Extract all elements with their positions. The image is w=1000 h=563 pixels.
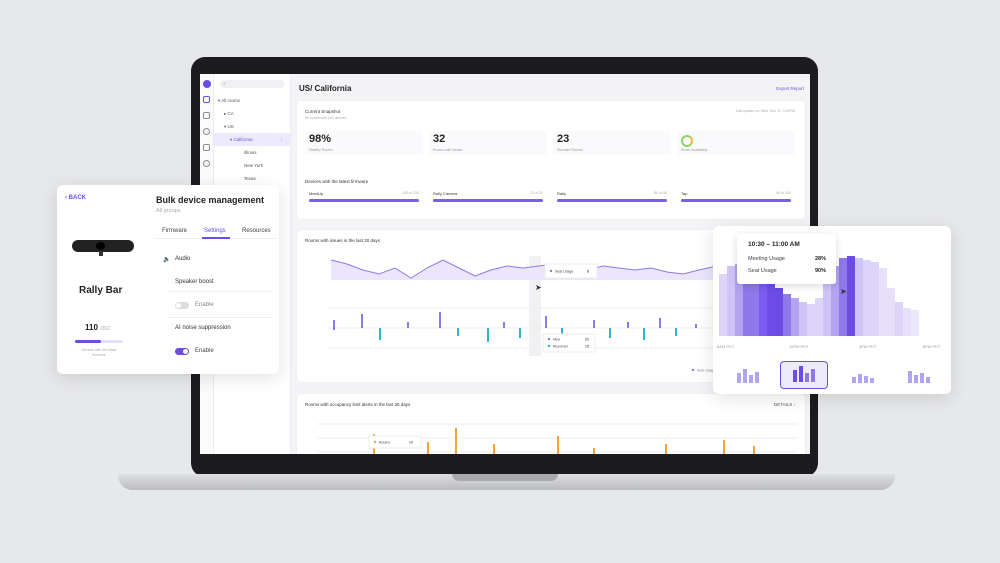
- usage-popup: ➤ 8AM PDT 12PM PDT 4PM PDT 8PM PDT 10:30…: [713, 226, 951, 394]
- laptop-base-notch: [452, 474, 558, 481]
- details-link[interactable]: DETAILS ›: [773, 402, 795, 407]
- ai-noise-toggle[interactable]: [175, 348, 189, 355]
- occupancy-bars: [373, 428, 755, 454]
- issues-chart-title: Rooms with issues in the last 30 days: [305, 238, 381, 243]
- cloud-icon[interactable]: [203, 128, 210, 135]
- device-tap[interactable]: Tap 90 of 100: [681, 191, 791, 205]
- usage-area: [719, 256, 919, 336]
- active-tab-indicator: [202, 237, 230, 239]
- tree-item-california[interactable]: ▾ California ⋮: [214, 133, 290, 146]
- device-rally-camera[interactable]: Rally Camera 21 of 30: [433, 191, 543, 205]
- home-icon[interactable]: [203, 96, 210, 103]
- firmware-count: 110 /202: [85, 323, 110, 332]
- seat-usage-value: 90%: [814, 268, 826, 274]
- x-tick-8am: 8AM PDT: [717, 344, 735, 349]
- tree-search-input[interactable]: ⌕: [220, 80, 284, 88]
- book-icon[interactable]: [203, 112, 210, 119]
- snapshot-title: Current Snapshot: [305, 109, 341, 114]
- speaker-boost-toggle[interactable]: [175, 302, 189, 309]
- tree-item-texas[interactable]: Texas: [244, 176, 256, 181]
- more-icon[interactable]: ⋮: [279, 137, 285, 142]
- tooltip-time-range: 10:30 – 11:00 AM: [748, 241, 800, 248]
- app-screen: ⌕ ▾ All rooms ▸ CA ▾ US ▾ California ⋮ I…: [200, 74, 810, 454]
- occupancy-tooltip-value: 10: [409, 441, 413, 445]
- tree-item-illinois[interactable]: Illinois: [244, 150, 257, 155]
- x-tick-4pm: 4PM PDT: [859, 344, 877, 349]
- speaker-boost-label: Speaker boost: [175, 279, 214, 285]
- panel-title: Bulk device management: [156, 195, 265, 205]
- tree-item-new-york[interactable]: New York: [244, 163, 264, 168]
- occupancy-chart-title: Rooms with occupancy limit alerts in the…: [305, 402, 411, 407]
- usage-thumbnail-2[interactable]: [780, 361, 828, 389]
- cursor-icon: ➤: [840, 287, 847, 296]
- issues-legend: Seat Usage: [697, 369, 715, 373]
- issue-bars: [333, 312, 697, 342]
- back-button[interactable]: ‹ BACK: [65, 195, 86, 201]
- device-rally[interactable]: Rally 80 of 90: [557, 191, 667, 205]
- usage-thumbnail-3[interactable]: [838, 361, 886, 389]
- tab-firmware[interactable]: Firmware: [162, 228, 187, 234]
- tooltip-resolved-value: 15: [585, 345, 589, 349]
- ai-noise-toggle-label: Enable: [195, 348, 214, 354]
- firmware-progress-bar: [75, 340, 123, 343]
- ai-noise-label: AI noise suppression: [175, 325, 231, 331]
- seat-usage-label: Seat Usage: [748, 268, 777, 274]
- occupancy-chart-card: Rooms with occupancy limit alerts in the…: [297, 394, 805, 454]
- snapshot-card: Current Snapshot 50 rooms with 200 devic…: [297, 101, 805, 219]
- gear-icon[interactable]: [203, 160, 210, 167]
- export-report-link[interactable]: Export Report: [776, 86, 804, 91]
- usage-chart[interactable]: ➤ 8AM PDT 12PM PDT 4PM PDT 8PM PDT: [713, 226, 951, 394]
- meeting-usage-label: Meeting Usage: [748, 256, 785, 262]
- occupancy-tooltip-label: Rooms: [379, 441, 390, 445]
- kpi-healthy-rooms[interactable]: 98% Healthy Rooms: [305, 131, 423, 155]
- tooltip-seat-usage-value: 8: [587, 270, 589, 274]
- tab-settings[interactable]: Settings: [204, 228, 226, 234]
- cursor-icon: ➤: [535, 283, 542, 292]
- speaker-icon: 🔈: [163, 257, 171, 263]
- tree-item-us[interactable]: ▾ US: [224, 124, 234, 129]
- bulb-icon[interactable]: [203, 144, 210, 151]
- x-tick-12pm: 12PM PDT: [789, 344, 809, 349]
- meeting-usage-value: 28%: [814, 256, 826, 262]
- usage-thumbnail-4[interactable]: [896, 361, 944, 389]
- bulk-device-panel: ‹ BACK Bulk device management All groups…: [57, 185, 279, 374]
- panel-tabs: Firmware Settings Resources: [156, 226, 276, 239]
- tooltip-new-value: 20: [585, 338, 589, 342]
- last-updated: Last update on: Wed, Dec 21, 3:00PM: [735, 109, 795, 113]
- tooltip-resolved-label: Resolved: [553, 345, 568, 349]
- availability-ring-icon: [681, 135, 693, 147]
- x-tick-8pm: 8PM PDT: [923, 344, 941, 349]
- kpi-room-availability[interactable]: Room Availability: [677, 131, 795, 155]
- laptop-base: [118, 474, 895, 490]
- kpi-rooms-with-issues[interactable]: 32 Rooms with Issues: [429, 131, 547, 155]
- kpi-elevated-rooms[interactable]: 23 Elevated Rooms: [553, 131, 671, 155]
- occupancy-chart[interactable]: Rooms 10: [297, 394, 805, 454]
- firmware-count-note: Devices with the latest firmware: [81, 348, 117, 357]
- device-meetup[interactable]: MeetUp 100 of 120: [309, 191, 419, 205]
- tree-item-ca[interactable]: ▸ CA: [224, 111, 234, 116]
- snapshot-subtitle: 50 rooms with 200 devices: [305, 116, 347, 120]
- tree-item-all-rooms[interactable]: ▾ All rooms: [218, 98, 241, 103]
- usage-thumbnail-1[interactable]: [725, 361, 773, 389]
- devices-title: Devices with the latest firmware: [305, 179, 369, 184]
- rally-bar-image: [72, 240, 134, 256]
- page-title: US/ California: [299, 84, 352, 93]
- usage-tooltip: 10:30 – 11:00 AM Meeting Usage 28% Seat …: [737, 234, 836, 284]
- logo-icon[interactable]: [202, 80, 211, 88]
- tooltip-seat-usage-label: Seat Usage: [555, 270, 573, 274]
- panel-subtitle: All groups: [156, 208, 181, 214]
- tooltip-new-label: New: [553, 338, 560, 342]
- product-name: Rally Bar: [79, 285, 123, 296]
- speaker-boost-toggle-label: Enable: [195, 302, 214, 308]
- audio-section-label: Audio: [175, 256, 191, 262]
- tab-resources[interactable]: Resources: [242, 228, 271, 234]
